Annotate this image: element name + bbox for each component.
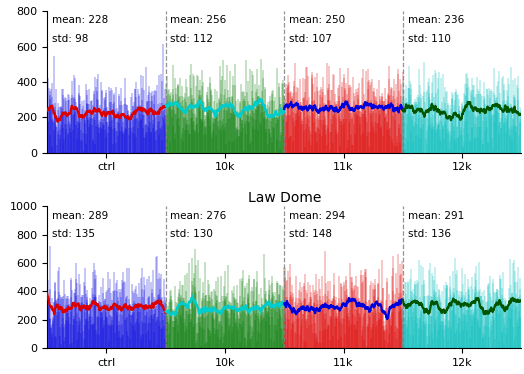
Text: mean: 256: mean: 256 xyxy=(170,15,227,25)
Text: mean: 236: mean: 236 xyxy=(408,15,464,25)
Text: std: 107: std: 107 xyxy=(289,34,332,44)
Text: std: 130: std: 130 xyxy=(170,229,213,239)
Text: std: 136: std: 136 xyxy=(408,229,451,239)
Text: mean: 276: mean: 276 xyxy=(170,211,227,221)
Title: Law Dome: Law Dome xyxy=(247,191,321,205)
Text: std: 135: std: 135 xyxy=(52,229,95,239)
Text: std: 110: std: 110 xyxy=(408,34,451,44)
Text: mean: 250: mean: 250 xyxy=(289,15,345,25)
Text: mean: 291: mean: 291 xyxy=(408,211,464,221)
Text: std: 148: std: 148 xyxy=(289,229,332,239)
Text: std: 98: std: 98 xyxy=(52,34,88,44)
Text: mean: 289: mean: 289 xyxy=(52,211,108,221)
Text: std: 112: std: 112 xyxy=(170,34,213,44)
Text: mean: 228: mean: 228 xyxy=(52,15,108,25)
Text: mean: 294: mean: 294 xyxy=(289,211,345,221)
